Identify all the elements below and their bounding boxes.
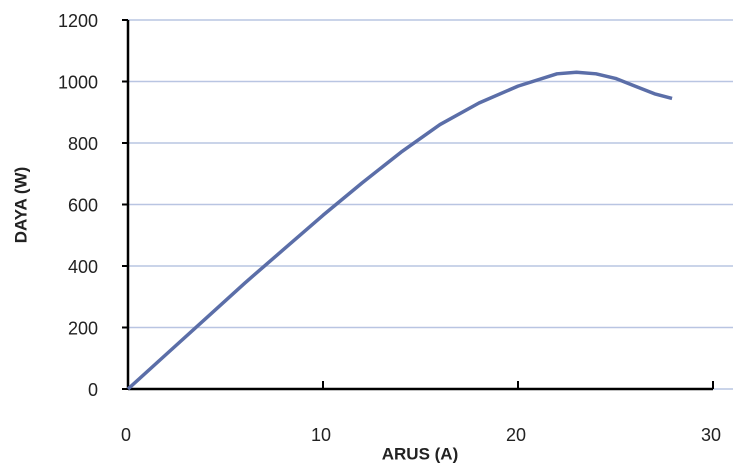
x-tick-label: 10 <box>311 425 331 445</box>
chart: ARUS (A) DAYA (W) 0 200 400 600 800 1000 1200 0… <box>0 0 733 469</box>
y-tick-label: 1000 <box>58 72 98 92</box>
y-tick-label: 400 <box>68 257 98 277</box>
data-line <box>128 72 672 389</box>
x-tick-label: 30 <box>701 425 721 445</box>
y-tick-label: 600 <box>68 195 98 215</box>
y-tick-label: 800 <box>68 134 98 154</box>
y-axis-label: DAYA (W) <box>11 167 30 244</box>
x-tick-label: 20 <box>506 425 526 445</box>
y-tick-label: 0 <box>88 380 98 400</box>
y-tick-label: 1200 <box>58 11 98 31</box>
x-axis-label: ARUS (A) <box>382 444 459 463</box>
x-tick-label: 0 <box>121 425 131 445</box>
y-tick-label: 200 <box>68 318 98 338</box>
